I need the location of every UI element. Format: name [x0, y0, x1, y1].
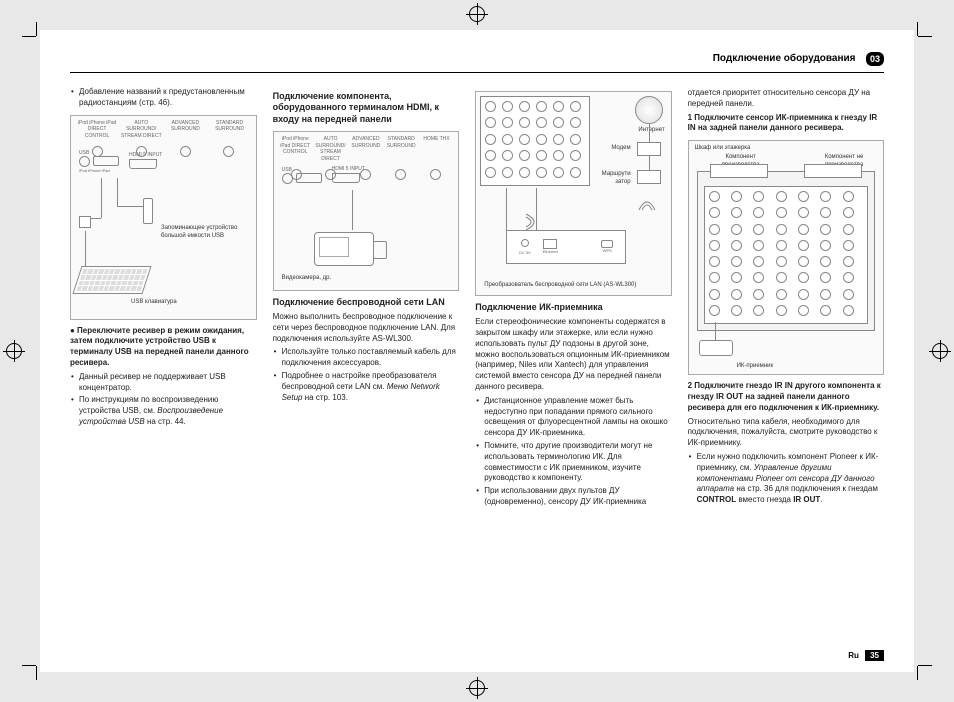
bullet-usb-playback: По инструкциям по воспроизведению устрой… [70, 395, 257, 427]
wlan-intro: Можно выполнить беспроводное подключение… [273, 312, 460, 344]
footer-page: 35 [865, 650, 884, 661]
bullet-cable-only: Используйте только поставляемый кабель д… [273, 347, 460, 369]
header-title: Подключение оборудования [713, 53, 856, 64]
bullet-ir-light: Дистанционное управление может быть недо… [475, 396, 671, 439]
wlan-diagram: Интернет Модем Маршрути затор DC 5V Ethe… [475, 91, 671, 296]
column-4: отдается приоритет относительно сенсора … [688, 85, 884, 510]
ir-receiver-diagram: Шкаф или этажерка Компонент производства… [688, 140, 884, 375]
wlan-heading: Подключение беспроводной сети LAN [273, 297, 460, 308]
footer-lang: Ru [848, 651, 859, 660]
chapter-badge: 03 [866, 52, 884, 66]
column-3: Интернет Модем Маршрути затор DC 5V Ethe… [475, 85, 671, 510]
ir-heading: Подключение ИК-приемника [475, 302, 671, 313]
hdmi-heading: Подключение компонента, оборудованного т… [273, 91, 460, 125]
bullet-no-hub: Данный ресивер не поддерживает USB конце… [70, 372, 257, 394]
usb-connection-diagram: iPod iPhone iPad DIRECT CONTROL AUTO SUR… [70, 115, 257, 320]
hdmi-connection-diagram: iPod iPhone iPad DIRECT CONTROL AUTO SUR… [273, 131, 460, 291]
bullet-ir-two-remotes: При использовании двух пультов ДУ (однов… [475, 486, 671, 508]
ir-continuation: отдается приоритет относительно сенсора … [688, 88, 884, 110]
ir-cable-note: Относительно типа кабеля, необходимого д… [688, 417, 884, 449]
manual-page: Подключение оборудования 03 Добавление н… [40, 30, 914, 672]
content-columns: Добавление названий к предустановленным … [70, 85, 884, 510]
bullet-ir-terminology: Помните, что другие производители могут … [475, 441, 671, 484]
bullet-network-setup: Подробнее о настройке преобразователя бе… [273, 371, 460, 403]
page-footer: Ru 35 [848, 651, 884, 660]
page-header: Подключение оборудования 03 [70, 50, 884, 73]
ir-step-1: 1 Подключите сенсор ИК-приемника к гнезд… [688, 113, 884, 135]
ir-step-2: 2 Подключите гнездо IR IN другого компон… [688, 381, 884, 413]
bullet-ir-control: Если нужно подключить компонент Pioneer … [688, 452, 884, 506]
column-1: Добавление названий к предустановленным … [70, 85, 257, 510]
column-2: Подключение компонента, оборудованного т… [273, 85, 460, 510]
usb-instruction-lead: ● Переключите ресивер в режим ожидания, … [70, 326, 257, 369]
ir-intro: Если стереофонические компоненты содержа… [475, 317, 671, 393]
bullet-radio-presets: Добавление названий к предустановленным … [70, 87, 257, 109]
